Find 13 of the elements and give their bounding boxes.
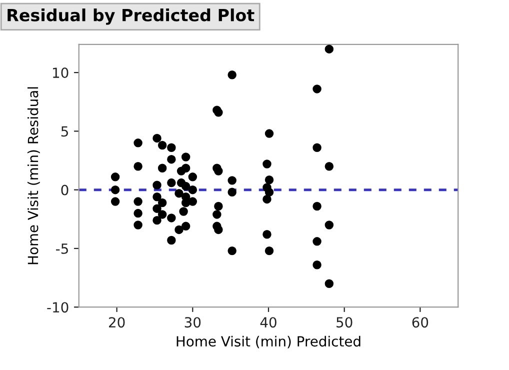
y-axis-title: Home Visit (min) Residual [27,87,40,264]
y-tick-label: -5 [56,244,68,254]
y-tick-label: 10 [53,68,68,78]
x-axis-title: Home Visit (min) Predicted [176,336,360,348]
y-tick-label: 5 [61,126,68,137]
chart-title: Residual by Predicted Plot [8,8,254,25]
x-tick-label: 50 [336,317,352,328]
x-tick-label: 60 [412,317,428,328]
y-tick-label: -10 [47,302,68,313]
y-tick-label: 0 [61,184,68,196]
x-tick-label: 20 [108,317,125,328]
x-tick-label: 40 [260,317,276,328]
x-tick-label: 30 [184,317,201,328]
